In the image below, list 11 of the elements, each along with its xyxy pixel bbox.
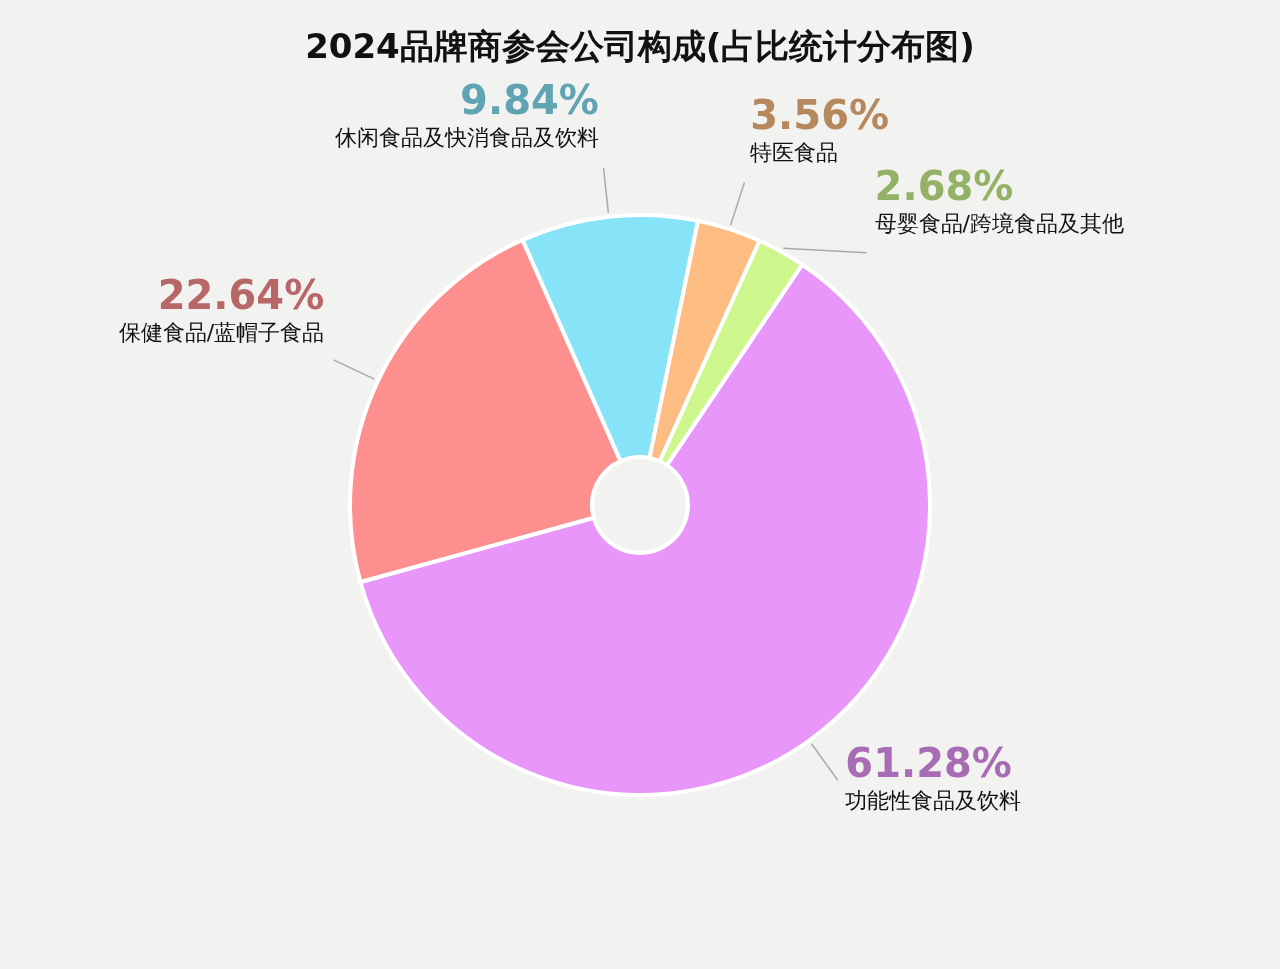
data-label: 22.64% (157, 272, 325, 319)
slice-label: 特医食品 (750, 139, 839, 165)
slice-label: 保健食品/蓝帽子食品 (118, 320, 325, 346)
data-label: 3.56% (750, 91, 890, 138)
slice-label: 母婴食品/跨境食品及其他 (874, 211, 1125, 237)
slice-label: 休闲食品及快消食品及饮料 (334, 125, 599, 150)
data-label: 61.28% (845, 740, 1012, 787)
data-label: 2.68% (874, 163, 1014, 210)
data-label: 9.84% (460, 77, 599, 123)
chart-title: 2024品牌商参会公司构成(占比统计分布图) (305, 26, 975, 66)
slice-label: 功能性食品及饮料 (845, 788, 1022, 814)
